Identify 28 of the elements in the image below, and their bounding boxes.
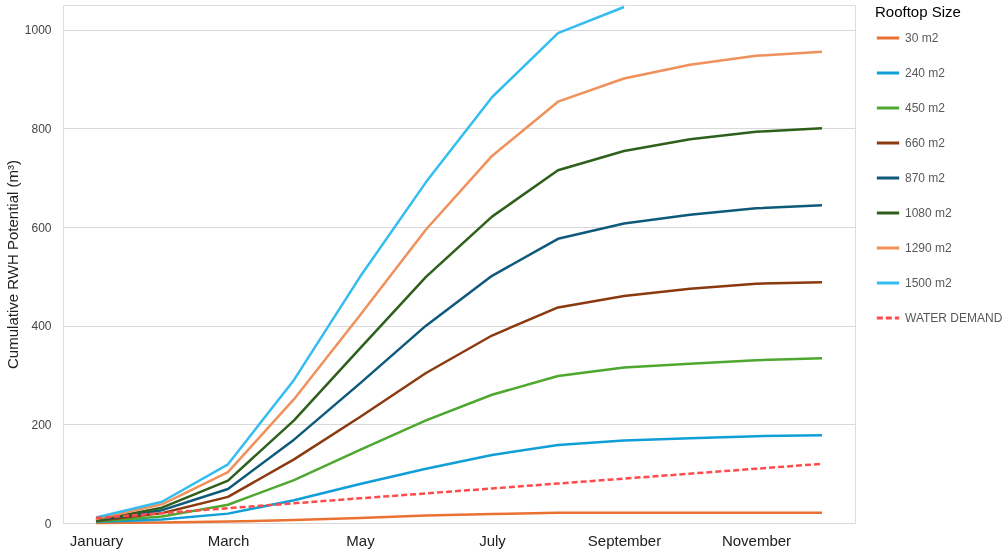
y-tick-label: 0: [44, 516, 52, 531]
y-tick-label: 600: [31, 220, 52, 235]
line-series: [94, 50, 824, 521]
legend-label: WATER DEMAND: [905, 311, 1003, 325]
legend-title: Rooftop Size: [875, 3, 961, 20]
y-axis-title: Cumulative RWH Potential (m³): [3, 160, 21, 369]
x-tick-label: March: [207, 531, 250, 549]
x-tick-label: May: [346, 531, 376, 549]
line-series: [94, 5, 626, 519]
x-tick-label: January: [69, 531, 124, 549]
legend-label: 1080 m2: [905, 206, 953, 220]
legend-label: 240 m2: [905, 66, 946, 80]
legend-label: 660 m2: [905, 136, 946, 150]
x-tick-label: July: [479, 531, 507, 549]
line-series: [94, 127, 824, 522]
y-tick-label: 800: [31, 121, 52, 136]
x-tick-label: November: [721, 531, 792, 549]
y-tick-label: 400: [31, 319, 52, 334]
line-series: [94, 356, 824, 523]
y-tick-label: 200: [31, 417, 52, 432]
legend-label: 1290 m2: [905, 241, 953, 255]
y-tick-label: 1000: [24, 23, 52, 38]
legend-label: 30 m2: [905, 31, 939, 45]
legend-label: 1500 m2: [905, 276, 953, 290]
legend-label: 870 m2: [905, 171, 946, 185]
legend-label: 450 m2: [905, 101, 946, 115]
line-series: [94, 511, 824, 525]
x-tick-label: September: [587, 531, 662, 549]
